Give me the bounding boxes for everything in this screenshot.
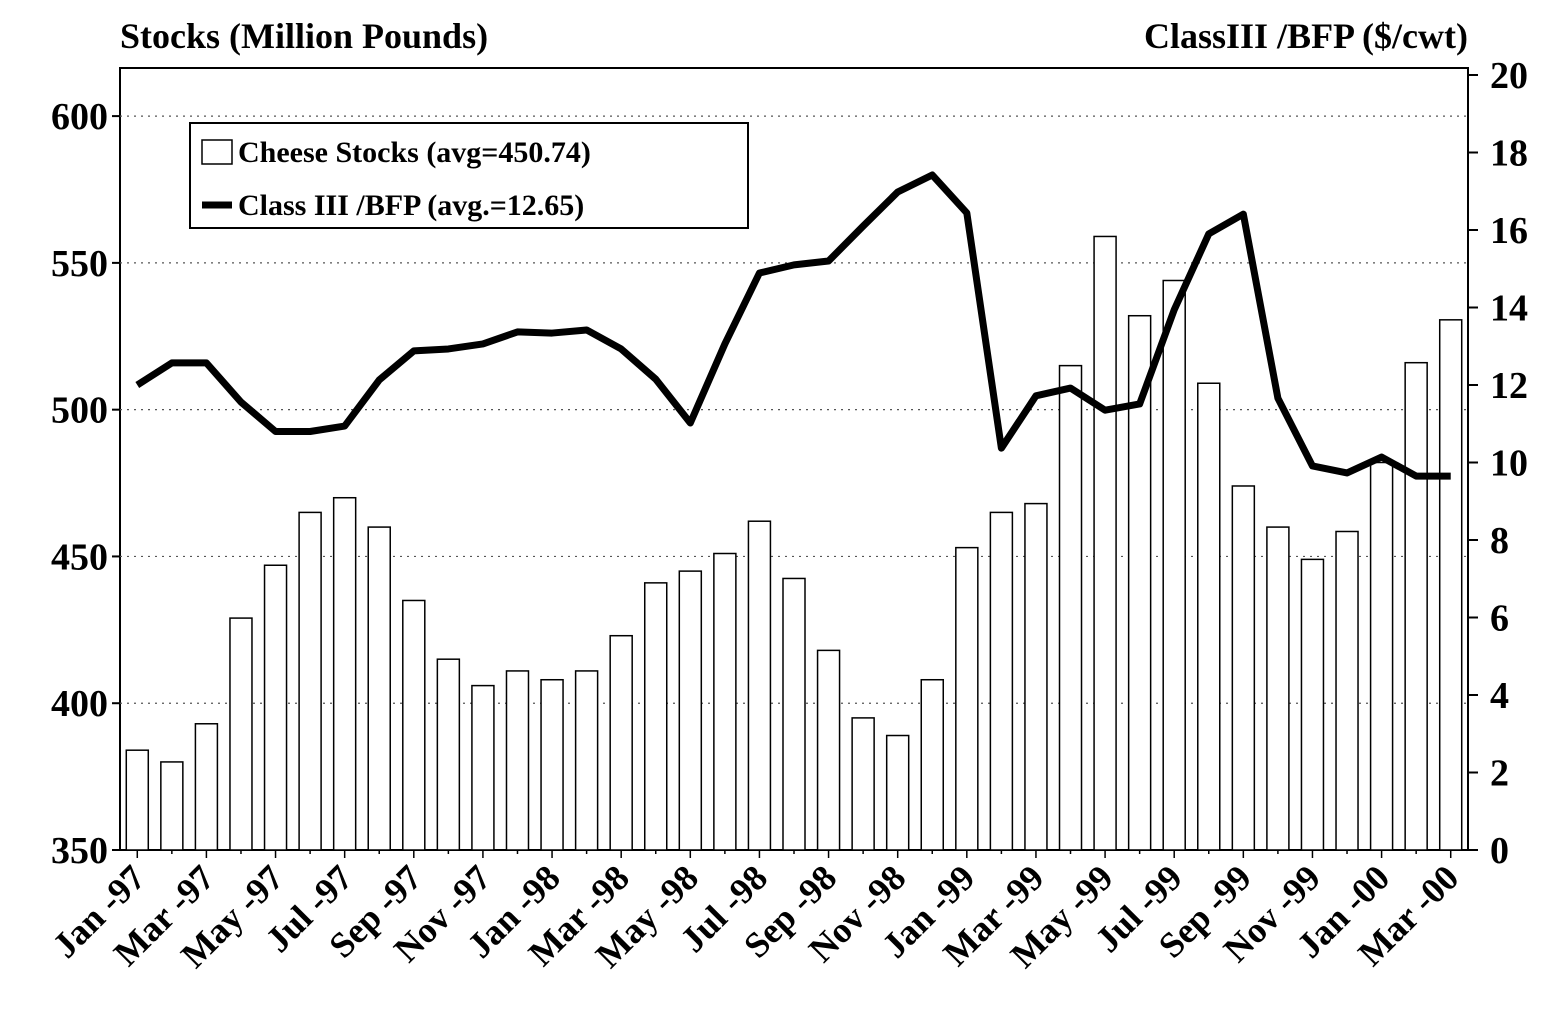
y2-axis-title: ClassIII /BFP ($/cwt) xyxy=(1144,16,1468,56)
y2-tick-label: 16 xyxy=(1490,210,1528,252)
y2-tick-label: 8 xyxy=(1490,520,1509,562)
bar xyxy=(1404,361,1428,851)
bar xyxy=(1231,485,1256,851)
bar xyxy=(1024,502,1048,851)
bar xyxy=(1369,461,1394,851)
bar xyxy=(298,511,322,851)
line-series xyxy=(135,171,1451,480)
bar xyxy=(125,749,150,851)
bar xyxy=(609,634,633,851)
legend-label: Class III /BFP (avg.=12.65) xyxy=(238,189,584,222)
bar xyxy=(402,599,426,851)
bar xyxy=(332,496,357,851)
y2-tick-label: 6 xyxy=(1490,598,1509,640)
y2-tick-label: 20 xyxy=(1490,55,1528,97)
y-tick-label: 550 xyxy=(51,243,108,285)
legend-box xyxy=(189,122,749,229)
bar xyxy=(505,670,530,851)
bar xyxy=(747,520,772,851)
bar xyxy=(540,678,564,851)
bar xyxy=(678,570,703,851)
bar xyxy=(1300,558,1325,851)
bar xyxy=(955,546,979,851)
y2-tick-label: 4 xyxy=(1490,675,1509,717)
bar xyxy=(229,617,253,851)
y-tick-label: 600 xyxy=(51,96,108,138)
y-tick-label: 450 xyxy=(51,536,108,578)
y-tick-label: 350 xyxy=(51,830,108,872)
bar xyxy=(367,526,391,851)
y2-tick-label: 2 xyxy=(1490,753,1509,795)
y-axis-title: Stocks (Million Pounds) xyxy=(120,16,488,56)
bar xyxy=(1093,235,1117,851)
bar xyxy=(1058,364,1083,851)
bar xyxy=(1266,526,1290,851)
bar xyxy=(713,552,737,851)
bar xyxy=(1335,530,1359,851)
bar xyxy=(885,734,910,851)
bar xyxy=(643,582,668,851)
y2-tick-label: 18 xyxy=(1490,133,1528,175)
bar xyxy=(574,670,599,851)
bar xyxy=(471,684,495,851)
y2-tick-label: 0 xyxy=(1490,830,1509,872)
bar xyxy=(851,717,875,851)
bar xyxy=(1438,319,1463,851)
bar xyxy=(782,577,806,851)
legend-label: Cheese Stocks (avg=450.74) xyxy=(238,136,591,169)
legend-swatch xyxy=(201,139,233,165)
bar xyxy=(194,723,219,851)
y2-tick-label: 10 xyxy=(1490,443,1528,485)
bar xyxy=(160,761,184,851)
bar xyxy=(1197,382,1221,851)
bar xyxy=(920,678,945,851)
y2-tick-label: 14 xyxy=(1490,288,1528,330)
bar xyxy=(989,511,1014,851)
bar xyxy=(1162,279,1186,851)
bar xyxy=(816,649,841,851)
y-tick-label: 500 xyxy=(51,390,108,432)
y2-tick-label: 12 xyxy=(1490,365,1528,407)
y-tick-label: 400 xyxy=(51,683,108,725)
bar xyxy=(263,564,288,851)
bar xyxy=(436,658,461,851)
